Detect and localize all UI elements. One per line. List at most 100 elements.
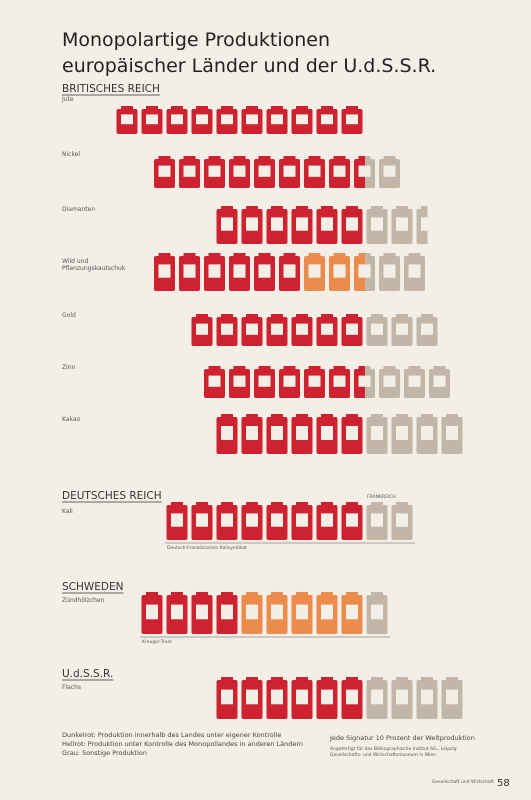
pictogram-detail [396, 513, 408, 527]
pictogram-cap [408, 366, 421, 370]
legend-entry: Hellrot: Produktion unter Kontrolle des … [62, 740, 303, 748]
pictogram [254, 156, 275, 188]
pictogram-detail [421, 323, 433, 335]
row-label: Zündhölzchen [62, 597, 105, 604]
pictogram-cap [365, 366, 371, 370]
pictogram-cap [321, 592, 333, 596]
pictogram [279, 253, 300, 291]
pictogram-detail [346, 323, 358, 335]
pictogram [166, 106, 188, 134]
pictogram [116, 106, 138, 134]
pictogram-detail [321, 323, 333, 335]
pictogram [329, 253, 350, 291]
pictogram-detail [233, 375, 246, 387]
pictogram [266, 502, 288, 540]
pictogram-cap [383, 366, 396, 370]
pictogram [204, 253, 225, 291]
pictogram-cap [196, 106, 208, 110]
pictogram [366, 502, 388, 540]
pictogram-cap [208, 366, 221, 370]
pictogram-detail [396, 217, 408, 231]
pictogram-detail [371, 217, 383, 231]
pictogram-detail [321, 513, 333, 527]
pictogram-detail [233, 165, 246, 177]
pictogram [391, 414, 413, 454]
pictogram-detail [296, 689, 308, 705]
pictogram-cap [308, 156, 321, 160]
pictogram-detail [221, 689, 233, 705]
pictogram [179, 253, 200, 291]
pictogram-detail [246, 323, 258, 335]
pictogram-detail [358, 264, 365, 278]
pictogram [266, 314, 288, 346]
pictogram [316, 106, 338, 134]
group-header: BRITISCHES REICH [62, 83, 160, 95]
pictogram [266, 677, 288, 719]
pictogram-detail [296, 513, 308, 527]
pictogram [391, 502, 413, 540]
pictogram [316, 206, 338, 244]
pictogram [304, 253, 325, 291]
pictogram-detail [346, 604, 358, 620]
pictogram [441, 414, 463, 454]
pictogram-detail [146, 604, 158, 620]
pictogram-cap [321, 106, 333, 110]
pictogram-detail [321, 426, 333, 440]
pictogram [341, 414, 363, 454]
pictogram [366, 206, 388, 244]
pictogram [379, 156, 400, 188]
pictogram-detail [271, 114, 283, 125]
pictogram [441, 677, 463, 719]
pictogram [291, 106, 313, 134]
pictogram-cap [221, 206, 233, 210]
pictogram [354, 156, 365, 188]
pictogram-detail [346, 513, 358, 527]
pictogram-detail [271, 604, 283, 620]
pictogram-detail [258, 375, 271, 387]
pictogram-detail [246, 217, 258, 231]
pictogram-detail [296, 323, 308, 335]
pictogram [291, 502, 313, 540]
pictogram-detail [221, 114, 233, 125]
pictogram [191, 502, 213, 540]
pictogram-cap [346, 314, 358, 318]
pictogram-cap [421, 414, 433, 418]
pictogram [254, 253, 275, 291]
pictogram-cap [146, 592, 158, 596]
pictogram-cap [171, 502, 183, 506]
pictogram [365, 253, 375, 291]
pictogram-cap [158, 156, 171, 160]
pictogram-cap [271, 206, 283, 210]
pictogram [416, 414, 438, 454]
pictogram-detail [246, 604, 258, 620]
pictogram-detail [283, 375, 296, 387]
pictogram-cap [371, 502, 383, 506]
pictogram-cap [221, 592, 233, 596]
pictogram-cap [271, 502, 283, 506]
pictogram-detail [196, 114, 208, 125]
pictogram [241, 414, 263, 454]
pictogram [179, 156, 200, 188]
pictogram [266, 206, 288, 244]
pictogram-detail [371, 323, 383, 335]
row-label: Zinn [62, 364, 76, 371]
pictogram-detail [158, 264, 171, 278]
pictogram-detail [346, 217, 358, 231]
pictogram [216, 592, 238, 634]
pictogram-cap [333, 156, 346, 160]
pictogram-cap [308, 366, 321, 370]
pictogram-cap [421, 677, 433, 681]
pictogram-detail [246, 114, 258, 125]
pictogram-detail [158, 165, 171, 177]
pictogram-detail [283, 165, 296, 177]
pictogram [241, 106, 263, 134]
pictogram-cap [346, 502, 358, 506]
pictogram [379, 253, 400, 291]
pictogram [141, 106, 163, 134]
pictogram-cap [271, 106, 283, 110]
pictogram [316, 592, 338, 634]
pictogram-cap [196, 314, 208, 318]
pictogram-cap [296, 677, 308, 681]
pictogram-cap [358, 156, 365, 160]
pictogram [379, 366, 400, 398]
